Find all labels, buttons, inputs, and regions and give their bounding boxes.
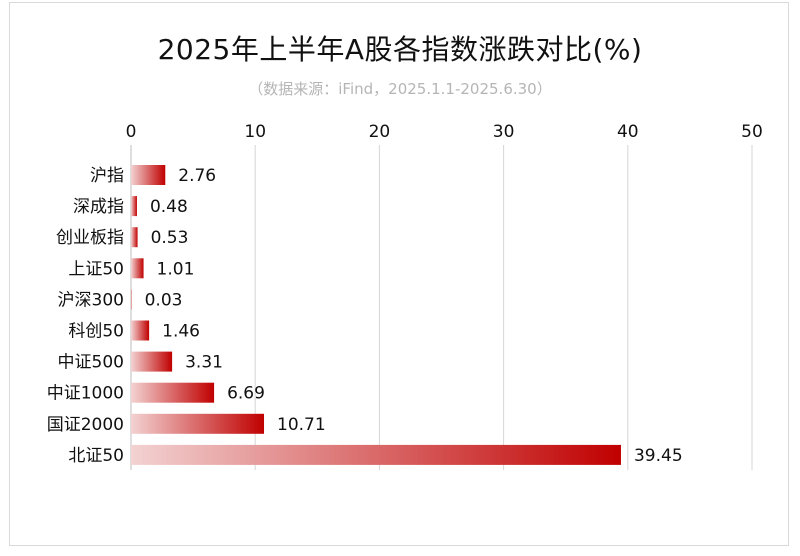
chart-subtitle: （数据来源：iFind，2025.1.1-2025.6.30） [248, 80, 552, 98]
data-label: 2.76 [178, 166, 216, 186]
bar [131, 289, 132, 310]
category-label: 上证50 [68, 259, 124, 279]
category-label: 沪指 [90, 166, 124, 186]
x-tick-label: 40 [617, 122, 639, 142]
category-label: 国证2000 [47, 415, 124, 435]
data-label: 0.03 [145, 290, 183, 310]
data-label: 10.71 [277, 415, 326, 435]
x-tick-label: 20 [369, 122, 391, 142]
bar [131, 165, 166, 185]
category-label: 沪深300 [58, 290, 124, 310]
category-label: 中证1000 [47, 384, 124, 404]
chart-title: 2025年上半年A股各指数涨跌对比(%) [157, 33, 643, 66]
bar [131, 351, 173, 372]
category-label: 创业板指 [56, 228, 124, 248]
bar [131, 196, 137, 217]
bar [131, 413, 265, 434]
x-axis-ticks: 0 10 20 30 40 50 [126, 122, 763, 142]
x-tick-label: 10 [244, 122, 266, 142]
bars: 沪指 2.76 深成指 0.48 创业板指 0.53 上证50 1.01 沪深300 0.03 科创… [47, 165, 683, 466]
bar [131, 227, 138, 248]
x-tick-label: 0 [126, 122, 137, 142]
category-label: 深成指 [73, 197, 124, 217]
data-label: 1.46 [162, 322, 200, 342]
bar [131, 320, 150, 341]
category-label: 科创50 [68, 322, 124, 342]
data-label: 3.31 [185, 353, 223, 373]
data-label: 0.48 [150, 197, 188, 217]
data-label: 39.45 [634, 446, 683, 466]
category-label: 中证500 [58, 353, 124, 373]
bar [131, 444, 621, 465]
category-label: 北证50 [68, 446, 124, 466]
data-label: 6.69 [227, 384, 265, 404]
data-label: 0.53 [151, 228, 189, 248]
x-tick-label: 30 [493, 122, 515, 142]
x-tick-label: 50 [741, 122, 763, 142]
bar [131, 258, 144, 279]
data-label: 1.01 [157, 259, 195, 279]
bar [131, 382, 215, 403]
